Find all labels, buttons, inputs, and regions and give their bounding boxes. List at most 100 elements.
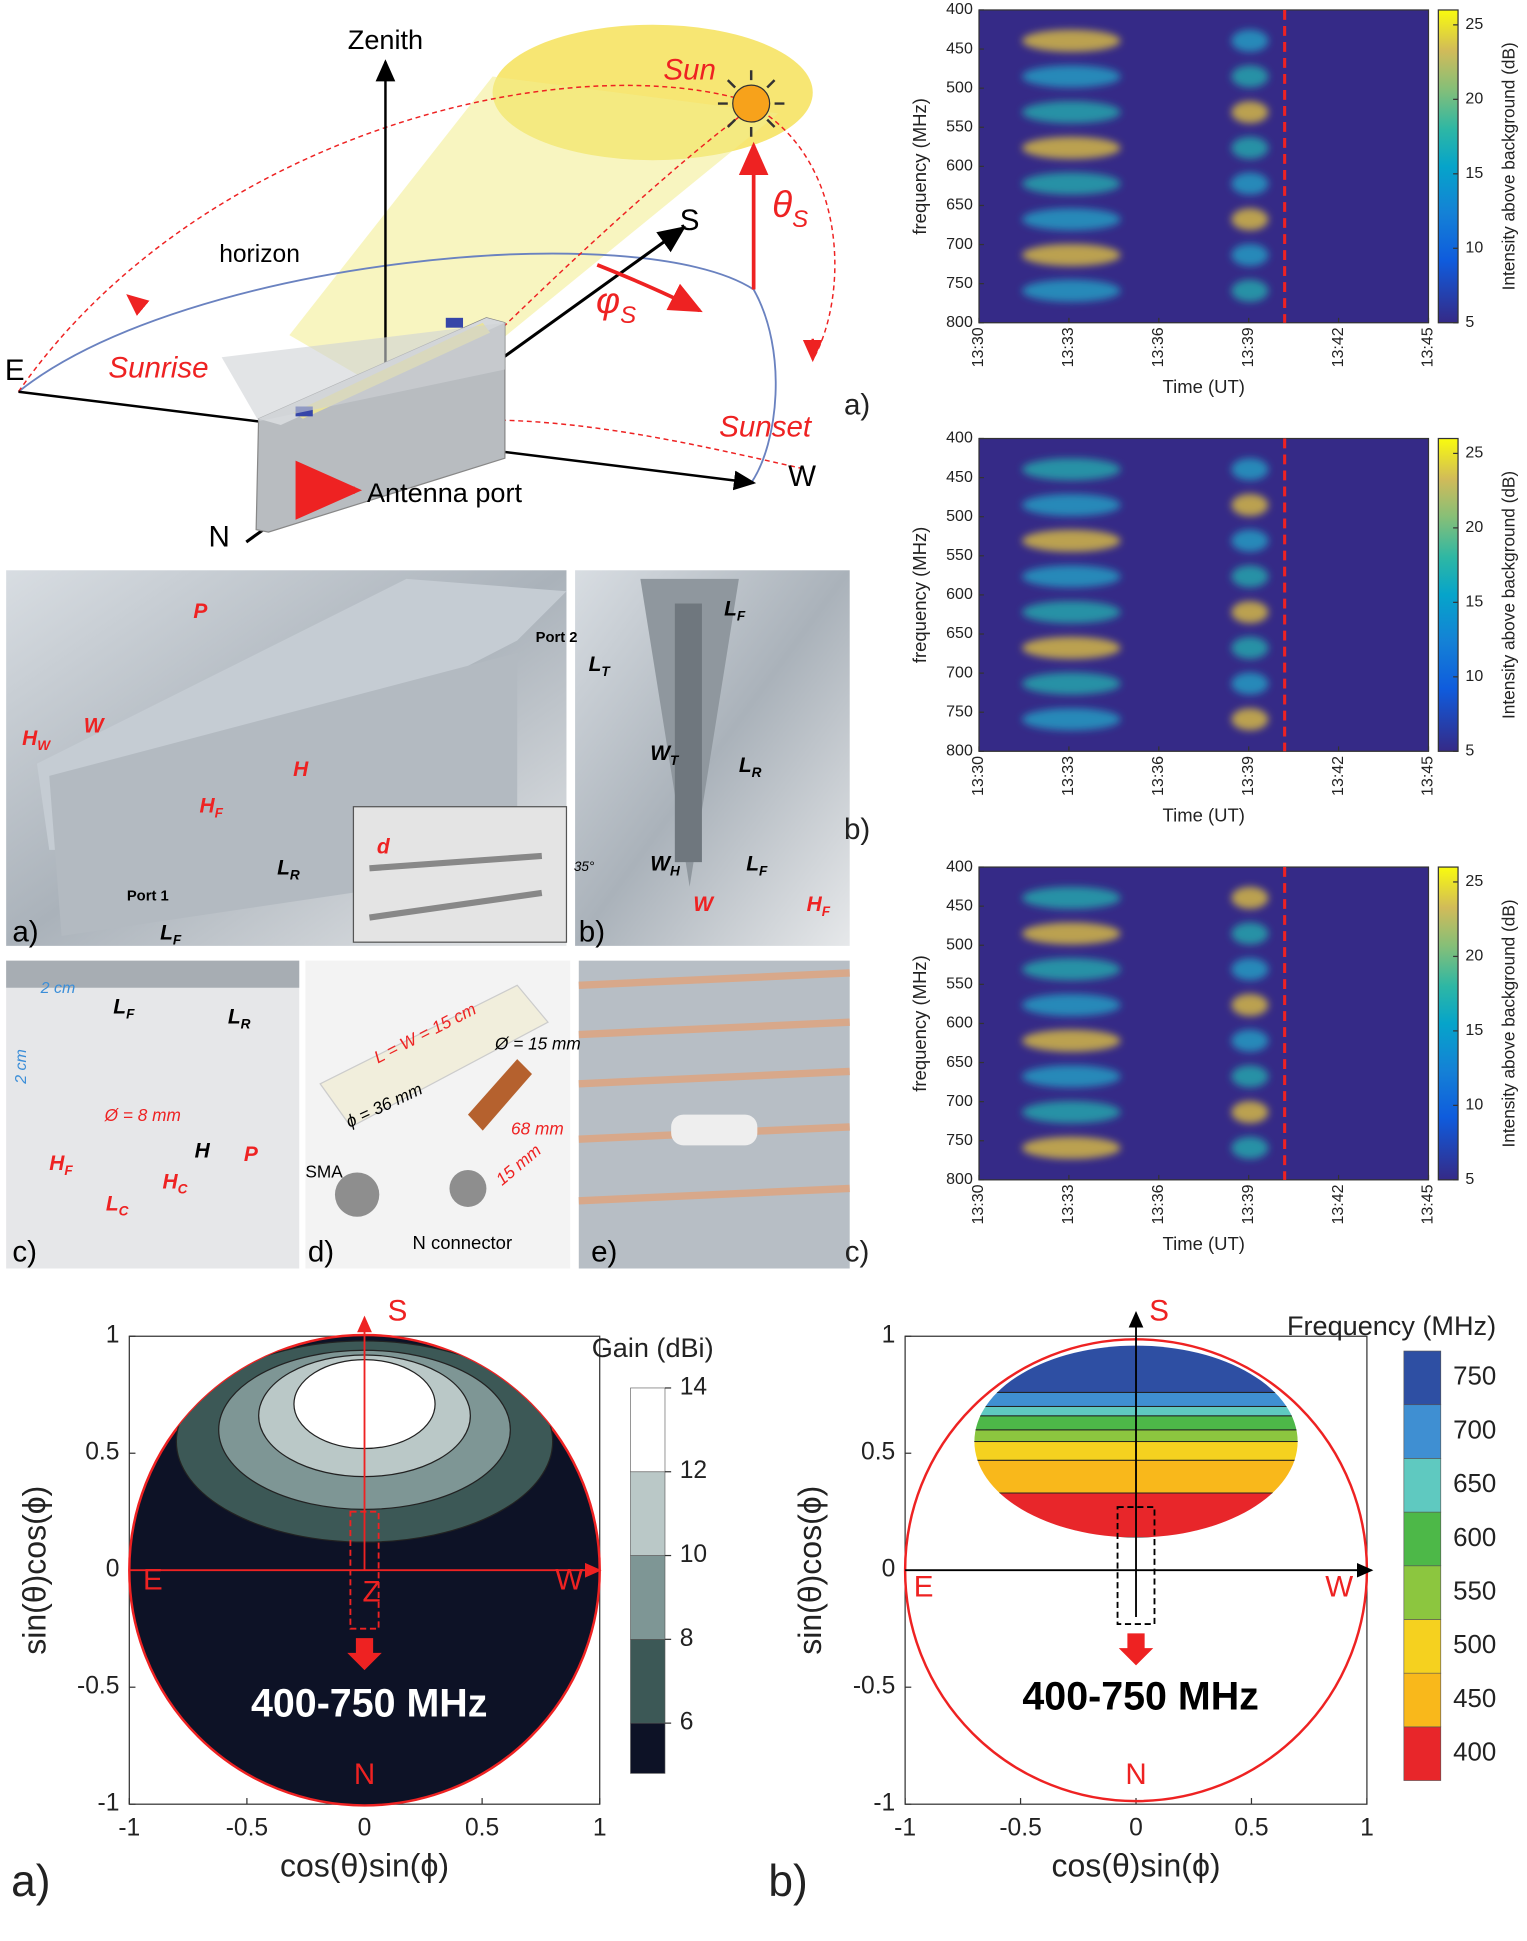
photo-label: 2 cm	[13, 1049, 30, 1085]
photo-label: Ø = 15 mm	[494, 1033, 581, 1053]
colorbar-bin	[1403, 1565, 1442, 1620]
label-text: d)	[308, 1236, 334, 1269]
x-tick-label: 1	[593, 1814, 607, 1841]
annotation: S	[388, 1295, 408, 1328]
y-tick-label: 550	[946, 976, 973, 993]
annotation: 400-750 MHz	[1022, 1674, 1258, 1718]
photo-label: HC	[163, 1170, 188, 1197]
annotation: W	[555, 1564, 583, 1597]
label-subscript: C	[119, 1204, 129, 1219]
annotation: N	[354, 1758, 375, 1791]
y-tick-label: 600	[946, 158, 973, 175]
y-axis-label: sin(θ)cos(ϕ)	[16, 1486, 52, 1655]
label-text: L	[724, 597, 737, 620]
label-subscript: R	[290, 867, 300, 882]
colorbar	[1437, 9, 1459, 324]
label-text: L	[113, 995, 126, 1018]
x-axis-label: Time (UT)	[1163, 376, 1245, 397]
label-text: W	[650, 852, 672, 875]
photo-label: LF	[724, 597, 746, 624]
photo-label: Port 2	[536, 630, 578, 646]
x-tick-label: 13:39	[1240, 1184, 1257, 1224]
label-subscript: F	[822, 904, 831, 919]
colorbar-tick-label: 10	[680, 1541, 707, 1568]
x-tick-label: 13:42	[1330, 1184, 1347, 1224]
colorbar-label: Frequency (MHz)	[1287, 1310, 1496, 1341]
label-text: SMA	[305, 1161, 343, 1181]
label-text: Sunset	[719, 410, 813, 443]
label-subscript: R	[752, 765, 762, 780]
label-text: Sun	[663, 53, 716, 86]
colorbar-tick-label: 25	[1465, 445, 1483, 462]
label-subscript: S	[792, 206, 808, 233]
photo-label: LC	[106, 1192, 129, 1219]
x-tick-label: 13:33	[1060, 327, 1077, 367]
x-axis-label: Time (UT)	[1163, 804, 1245, 825]
intensity-blob	[1231, 993, 1269, 1017]
photo-label: 2 cm	[40, 980, 76, 997]
photo-label: LR	[739, 754, 762, 781]
intensity-blob	[1231, 65, 1269, 88]
y-tick-label: 750	[946, 703, 973, 720]
y-tick-label: 1	[106, 1322, 120, 1349]
photo-label: SMA	[305, 1161, 343, 1181]
intensity-blob	[1022, 65, 1121, 88]
diagram-label: E	[5, 354, 25, 387]
y-tick-label: 700	[946, 236, 973, 253]
intensity-blob	[1022, 172, 1121, 195]
annotation: W	[1325, 1571, 1353, 1604]
intensity-blobs	[1022, 458, 1269, 731]
colorbar-tick-label: 5	[1465, 314, 1474, 331]
colorbar-tick-label: 14	[680, 1373, 707, 1400]
x-tick-label: 13:30	[970, 756, 987, 796]
intensity-blob	[1231, 565, 1269, 588]
panel-label: a)	[844, 388, 870, 421]
y-tick-label: 0	[882, 1556, 896, 1583]
label-text: L	[589, 653, 602, 676]
intensity-blob	[1231, 1101, 1269, 1124]
photo-label: Port 1	[127, 889, 169, 905]
colorbar-bin	[1403, 1404, 1442, 1459]
label-text: P	[193, 600, 207, 623]
plot-background	[979, 438, 1429, 752]
label-subscript: F	[173, 933, 182, 948]
y-tick-label: 650	[946, 625, 973, 642]
label-text: H	[195, 1139, 211, 1162]
y-tick-label: 600	[946, 586, 973, 603]
label-text: S	[680, 204, 700, 237]
colorbar-bin	[630, 1639, 666, 1724]
colorbar-bin	[1403, 1726, 1442, 1781]
y-tick-label: 700	[946, 1093, 973, 1110]
y-tick-label: 400	[946, 430, 973, 447]
colorbar-bin	[630, 1722, 666, 1774]
x-tick-label: -1	[894, 1814, 916, 1841]
x-tick-label: 13:39	[1240, 327, 1257, 367]
label-text: c)	[12, 1236, 37, 1269]
plot-background	[979, 867, 1429, 1180]
photo-label: e)	[591, 1236, 617, 1269]
label-text: Ø = 15 mm	[494, 1033, 581, 1053]
label-text: H	[49, 1151, 65, 1174]
label-text: Port 2	[536, 630, 578, 646]
colorbar-tick-label: 5	[1465, 743, 1474, 760]
intensity-blob	[1231, 101, 1269, 124]
panel-label: a)	[11, 1857, 50, 1906]
label-text: P	[244, 1143, 258, 1166]
photo-label: 68 mm	[511, 1118, 564, 1138]
label-subscript: H	[670, 864, 681, 879]
y-tick-label: 800	[946, 743, 973, 760]
diagram-label: Sunset	[719, 410, 813, 443]
colorbar-tick-label: 10	[1465, 668, 1483, 685]
x-tick-label: 13:45	[1420, 1184, 1437, 1224]
intensity-blob	[1231, 493, 1269, 517]
colorbar-tick-label: 15	[1465, 165, 1483, 182]
diagram-label: φS	[596, 280, 636, 329]
y-tick-label: 1	[882, 1322, 896, 1349]
photo-label: HW	[22, 727, 51, 754]
label-subscript: F	[215, 806, 224, 821]
label-subscript: T	[601, 664, 611, 679]
y-tick-label: 650	[946, 1054, 973, 1071]
intensity-blob	[1231, 886, 1269, 909]
photo-label: HF	[49, 1151, 73, 1178]
intensity-blob	[1022, 101, 1121, 124]
